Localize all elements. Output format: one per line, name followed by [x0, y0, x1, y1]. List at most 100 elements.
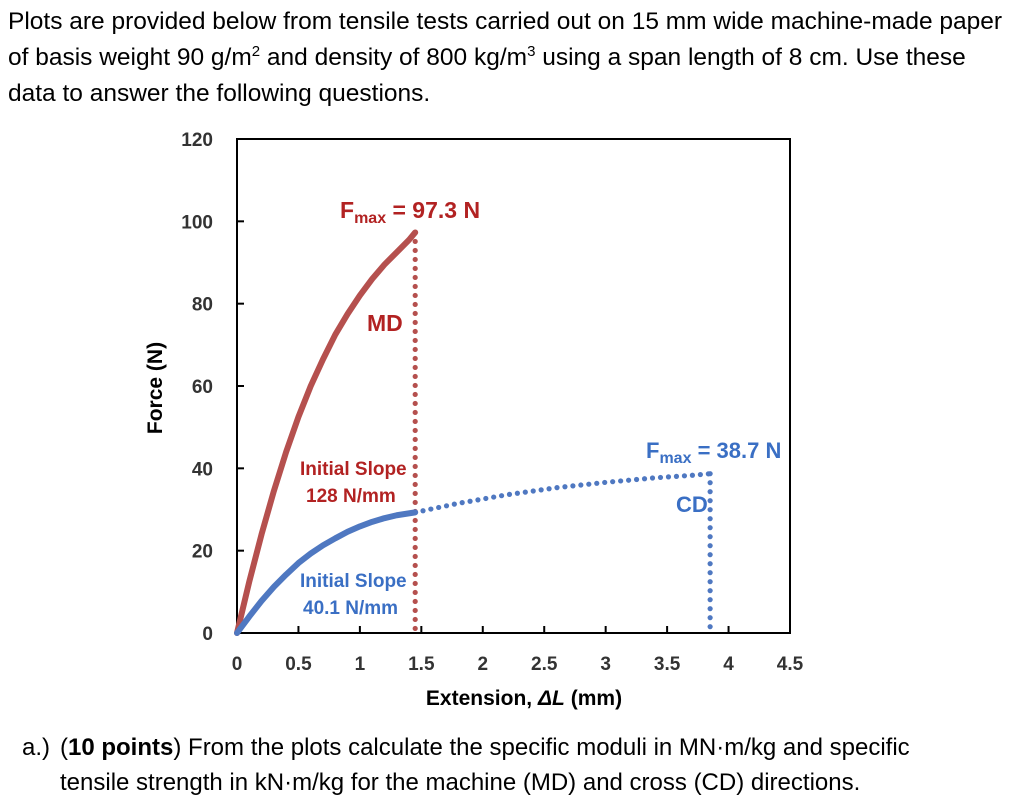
- cd-fmax-annotation: Fmax = 38.7 N: [646, 438, 781, 467]
- y-tick-label: 40: [192, 459, 213, 480]
- md-data-point: [412, 616, 418, 623]
- md-slope-line-2: 128 N/mm: [306, 486, 396, 507]
- cd-data-point: [538, 487, 544, 493]
- cd-data-point: [707, 552, 713, 558]
- md-data-point: [412, 346, 418, 353]
- x-tick-label: 4.5: [777, 654, 804, 675]
- cd-data-point: [562, 484, 568, 490]
- md-data-point: [412, 382, 418, 389]
- problem-statement: Plots are provided below from tensile te…: [8, 4, 1013, 112]
- md-data-point: [412, 625, 418, 632]
- cd-data-point: [467, 498, 473, 504]
- cd-data-point: [514, 490, 520, 496]
- cd-data-point: [707, 570, 713, 576]
- x-axis-title-main: Extension,: [426, 687, 538, 710]
- y-tick-label: 60: [192, 377, 213, 398]
- md-slope-line-1: Initial Slope: [300, 459, 407, 480]
- cd-data-point: [673, 473, 680, 479]
- md-data-point: [412, 229, 418, 236]
- md-data-point: [412, 607, 418, 614]
- md-data-point: [412, 445, 418, 452]
- cd-fmax-value: = 38.7 N: [691, 438, 781, 463]
- md-data-point: [412, 274, 418, 281]
- md-fmax-prefix: F: [340, 197, 354, 223]
- md-data-point: [412, 472, 418, 479]
- cd-series-label: CD: [676, 492, 708, 517]
- md-fmax-annotation: Fmax = 97.3 N: [340, 197, 480, 227]
- x-tick-label: 0: [232, 654, 243, 675]
- cd-data-point: [657, 474, 664, 481]
- cd-fmax-sub: max: [659, 450, 691, 467]
- x-tick-label: 3.5: [654, 654, 681, 675]
- md-data-point: [412, 580, 418, 587]
- cd-data-point: [689, 472, 696, 478]
- md-data-point: [412, 535, 418, 542]
- cd-data-point: [618, 478, 624, 484]
- cd-data-point: [707, 471, 713, 477]
- cd-data-point: [412, 509, 418, 515]
- cd-data-point: [665, 474, 672, 480]
- md-data-point: [412, 463, 418, 470]
- cd-data-point: [707, 498, 713, 504]
- y-tick-label: 20: [192, 542, 213, 563]
- md-data-point: [412, 526, 418, 533]
- cd-data-point: [641, 476, 648, 482]
- y-tick-label: 0: [202, 624, 213, 645]
- cd-data-point: [546, 486, 552, 492]
- md-data-point: [412, 238, 418, 245]
- x-tick-label: 2.5: [531, 654, 558, 675]
- x-tick-label: 1: [355, 654, 366, 675]
- intro-sup-1: 2: [251, 42, 261, 60]
- x-tick-label: 4: [723, 654, 734, 675]
- cd-data-point: [459, 500, 465, 506]
- x-tick-label: 1.5: [408, 654, 435, 675]
- cd-data-point: [443, 503, 450, 509]
- md-data-point: [412, 328, 418, 335]
- x-axis-title: Extension, ΔL (mm): [426, 687, 622, 710]
- md-data-point: [412, 544, 418, 551]
- cd-data-point: [707, 615, 713, 621]
- y-tick-label: 120: [181, 130, 213, 151]
- cd-data-point: [475, 497, 481, 503]
- cd-data-point: [570, 483, 576, 489]
- cd-data-point: [697, 471, 703, 478]
- md-data-point: [412, 265, 418, 272]
- md-data-point: [412, 400, 418, 407]
- cd-data-point: [649, 475, 656, 481]
- cd-data-point: [451, 501, 457, 507]
- cd-data-point: [707, 561, 713, 567]
- cd-slope-line-1: Initial Slope: [300, 571, 407, 592]
- cd-data-point: [707, 516, 713, 522]
- cd-data-point: [681, 473, 688, 479]
- md-data-point: [412, 319, 418, 326]
- md-data-point: [412, 571, 418, 578]
- cd-data-point: [707, 480, 713, 486]
- x-tick-label: 3: [600, 654, 611, 675]
- md-data-point: [412, 427, 418, 434]
- cd-data-point: [707, 543, 713, 549]
- cd-data-point: [420, 508, 426, 514]
- md-data-point: [412, 364, 418, 371]
- md-data-point: [412, 517, 418, 524]
- cd-data-point: [554, 485, 560, 491]
- cd-slope-line-2: 40.1 N/mm: [303, 598, 398, 619]
- cd-data-point: [428, 506, 434, 512]
- cd-data-point: [707, 624, 713, 630]
- points-close: ): [173, 734, 182, 761]
- md-data-point: [412, 292, 418, 299]
- cd-data-point: [707, 579, 713, 585]
- question-a: a.) (10 points) From the plots calculate …: [22, 730, 1012, 800]
- md-data-point: [412, 598, 418, 605]
- cd-data-point: [586, 481, 592, 487]
- md-curve: [234, 229, 419, 636]
- cd-data-point: [522, 489, 528, 495]
- y-axis-title: Force (N): [144, 342, 167, 434]
- x-tick-label: 0.5: [285, 654, 312, 675]
- intro-text-1: Plots are provided below from tensile te…: [8, 8, 1003, 71]
- cd-data-point: [594, 480, 600, 486]
- cd-data-point: [436, 504, 442, 511]
- md-fmax-sub: max: [354, 210, 386, 227]
- md-data-point: [412, 283, 418, 290]
- md-data-point: [412, 562, 418, 569]
- cd-data-point: [483, 495, 489, 502]
